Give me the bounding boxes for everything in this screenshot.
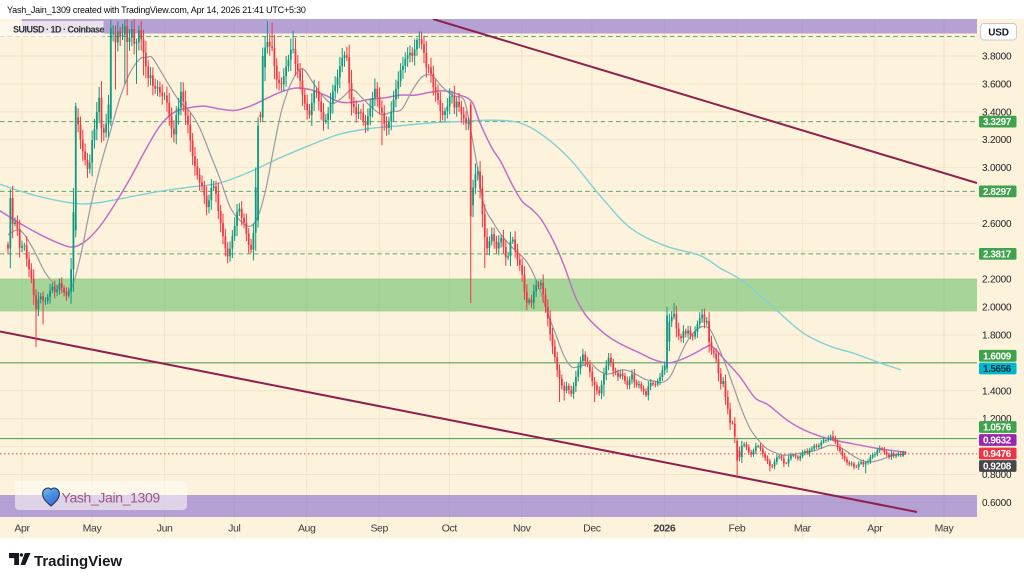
svg-text:2.3817: 2.3817 [983,250,1012,261]
svg-text:Yash_Jain_1309: Yash_Jain_1309 [62,490,161,506]
svg-text:0.9632: 0.9632 [983,436,1012,447]
svg-text:0.8000: 0.8000 [982,470,1012,481]
svg-text:3.2000: 3.2000 [982,135,1012,146]
svg-text:May: May [83,523,103,535]
svg-text:Mar: Mar [794,523,812,535]
svg-text:1.5656: 1.5656 [983,364,1012,375]
svg-text:Apr: Apr [14,523,30,535]
svg-text:Nov: Nov [513,523,532,535]
svg-text:Sep: Sep [370,523,388,535]
svg-text:3.0000: 3.0000 [982,163,1012,174]
svg-text:3.6000: 3.6000 [982,79,1012,90]
svg-text:2.8297: 2.8297 [983,187,1012,198]
svg-text:Oct: Oct [442,523,458,535]
svg-text:0.6000: 0.6000 [982,498,1012,509]
svg-text:1.2000: 1.2000 [982,414,1012,425]
svg-text:Apr: Apr [867,523,883,535]
svg-text:3.8000: 3.8000 [982,52,1012,63]
svg-text:1.8000: 1.8000 [982,331,1012,342]
svg-text:2.2000: 2.2000 [982,275,1012,286]
svg-text:1.4000: 1.4000 [982,386,1012,397]
svg-text:Feb: Feb [728,523,745,535]
svg-text:2.6000: 2.6000 [982,219,1012,230]
svg-text:2026: 2026 [654,523,676,535]
svg-text:Dec: Dec [583,523,601,535]
svg-text:Jun: Jun [157,523,173,535]
svg-text:USD: USD [988,27,1009,38]
svg-text:Jul: Jul [228,523,240,535]
svg-text:TradingView: TradingView [34,553,122,570]
svg-text:Aug: Aug [298,523,316,535]
svg-text:1.0576: 1.0576 [983,423,1012,434]
svg-text:0.9208: 0.9208 [983,462,1012,473]
svg-text:Yash_Jain_1309 created with Tr: Yash_Jain_1309 created with TradingView.… [7,5,306,15]
svg-text:May: May [935,523,955,535]
svg-text:3.4000: 3.4000 [982,107,1012,118]
svg-text:1.6009: 1.6009 [983,351,1012,362]
svg-text:3.3297: 3.3297 [983,117,1012,128]
svg-text:SUIUSD · 1D · Coinbase: SUIUSD · 1D · Coinbase [13,25,105,35]
svg-text:2.0000: 2.0000 [982,303,1012,314]
svg-text:0.9476: 0.9476 [983,449,1012,460]
